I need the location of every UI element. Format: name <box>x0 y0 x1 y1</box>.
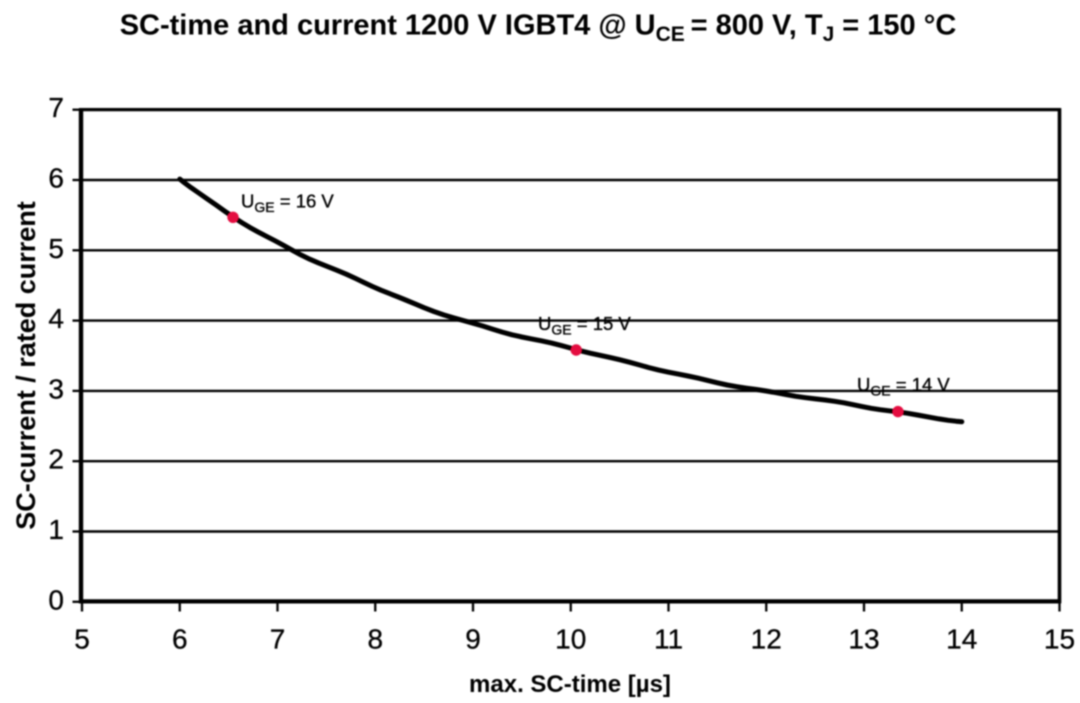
svg-text:SC-time and current 1200 V IGB: SC-time and current 1200 V IGBT4 @ UCE =… <box>120 10 957 47</box>
svg-text:7: 7 <box>270 624 286 655</box>
svg-text:8: 8 <box>367 624 383 655</box>
svg-text:7: 7 <box>48 92 64 123</box>
svg-text:max. SC-time [µs]: max. SC-time [µs] <box>469 671 671 698</box>
svg-text:9: 9 <box>465 624 481 655</box>
svg-text:12: 12 <box>751 624 782 655</box>
svg-text:11: 11 <box>654 624 683 655</box>
svg-text:15: 15 <box>1044 624 1075 655</box>
svg-text:3: 3 <box>48 373 64 404</box>
svg-text:5: 5 <box>74 624 90 655</box>
svg-text:UGE = 16 V: UGE = 16 V <box>241 191 334 216</box>
svg-text:13: 13 <box>848 624 879 655</box>
svg-text:14: 14 <box>946 624 977 655</box>
svg-text:SC-current / rated current: SC-current / rated current <box>11 201 41 530</box>
svg-text:10: 10 <box>555 624 586 655</box>
svg-text:2: 2 <box>48 444 64 475</box>
svg-text:1: 1 <box>48 514 64 545</box>
svg-text:6: 6 <box>172 624 188 655</box>
svg-text:5: 5 <box>48 233 64 264</box>
svg-text:0: 0 <box>48 584 64 615</box>
svg-text:6: 6 <box>48 163 64 194</box>
svg-text:4: 4 <box>48 303 64 334</box>
